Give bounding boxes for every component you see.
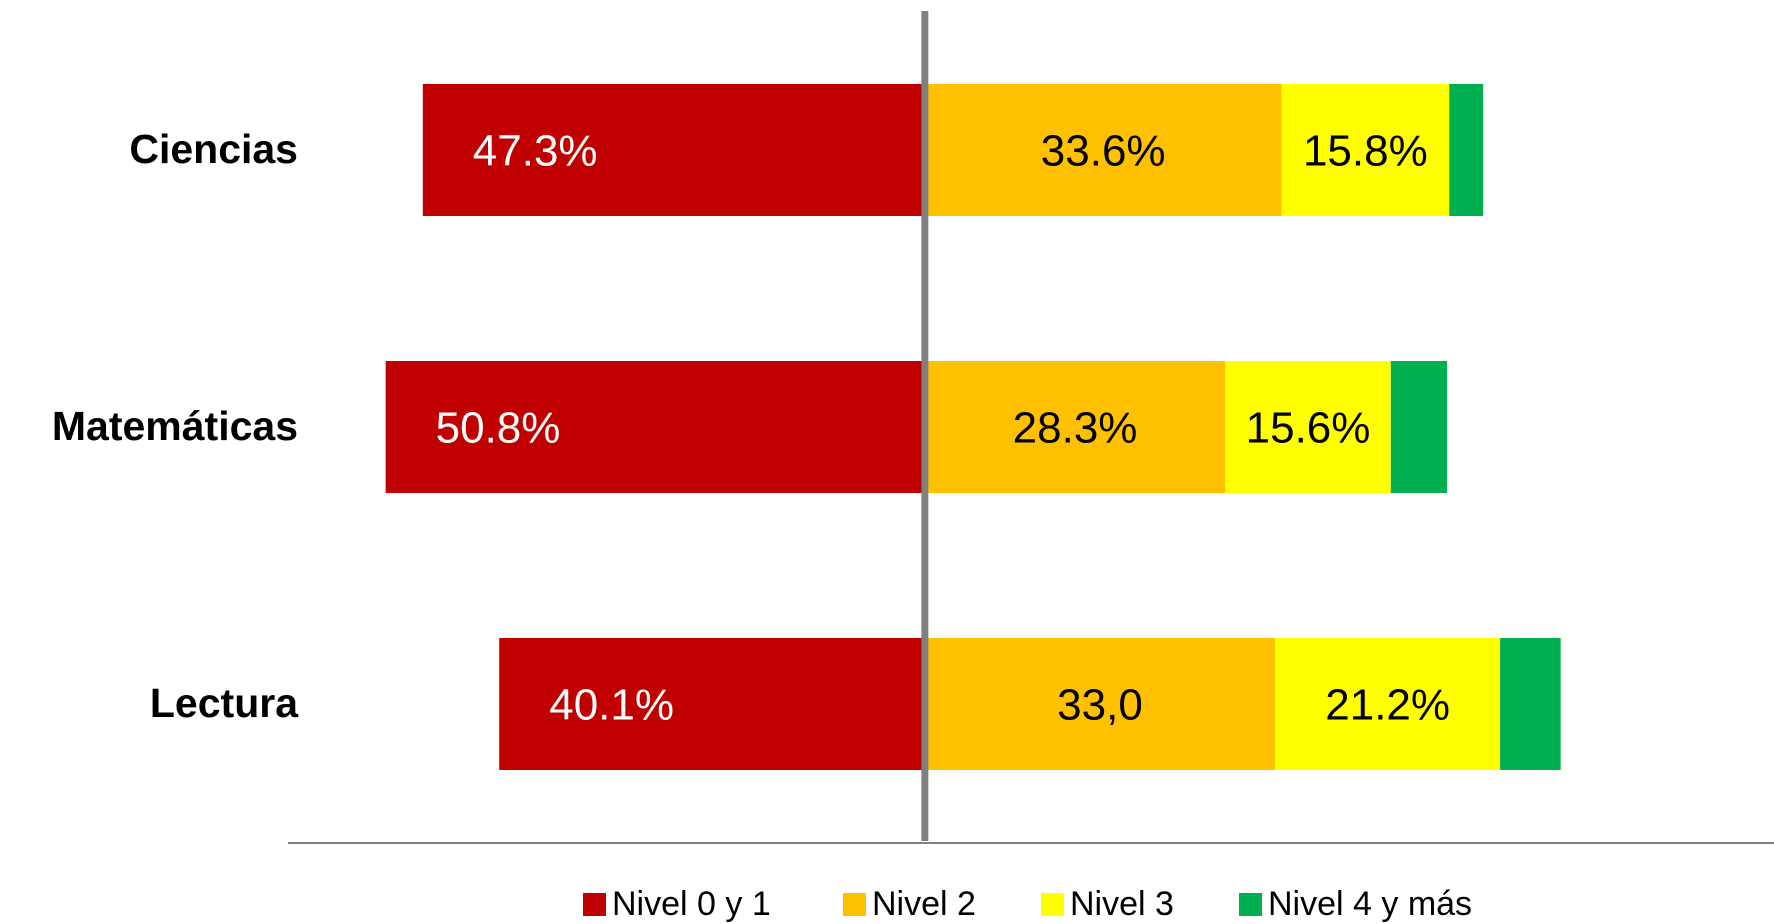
bar-segment (1225, 361, 1391, 493)
value-label: 47.3% (473, 127, 598, 176)
bar-segment (422, 84, 925, 216)
bar-segment (1500, 638, 1561, 770)
value-label: 50.8% (436, 404, 561, 453)
bar-segment (924, 361, 1226, 493)
legend-label: Nivel 0 y 1 (612, 885, 771, 923)
legend-swatch (843, 893, 866, 916)
bar-segment (1390, 361, 1448, 493)
bar-segment (1275, 638, 1501, 770)
bar-segment (1449, 84, 1484, 216)
legend-swatch (1239, 893, 1262, 916)
value-label: 21.2% (1325, 681, 1450, 730)
value-label: 33.6% (1041, 127, 1166, 176)
legend-label: Nivel 2 (872, 885, 976, 923)
legend-swatch (1041, 893, 1064, 916)
legend-label: Nivel 4 y más (1268, 885, 1472, 923)
bar-segment (499, 638, 925, 770)
legend-label: Nivel 3 (1070, 885, 1174, 923)
category-label: Lectura (150, 680, 299, 726)
bar-segment (385, 361, 925, 493)
value-label: 15.6% (1246, 404, 1371, 453)
bar-segment (924, 84, 1282, 216)
value-label: 28.3% (1013, 404, 1138, 453)
bar-segment (924, 638, 1276, 770)
bar-segment (1281, 84, 1450, 216)
value-label: 33,0 (1057, 681, 1143, 730)
legend-swatch (583, 893, 606, 916)
category-label: Ciencias (129, 126, 298, 172)
value-label: 40.1% (549, 681, 674, 730)
value-label: 15.8% (1303, 127, 1428, 176)
category-label: Matemáticas (52, 403, 298, 449)
